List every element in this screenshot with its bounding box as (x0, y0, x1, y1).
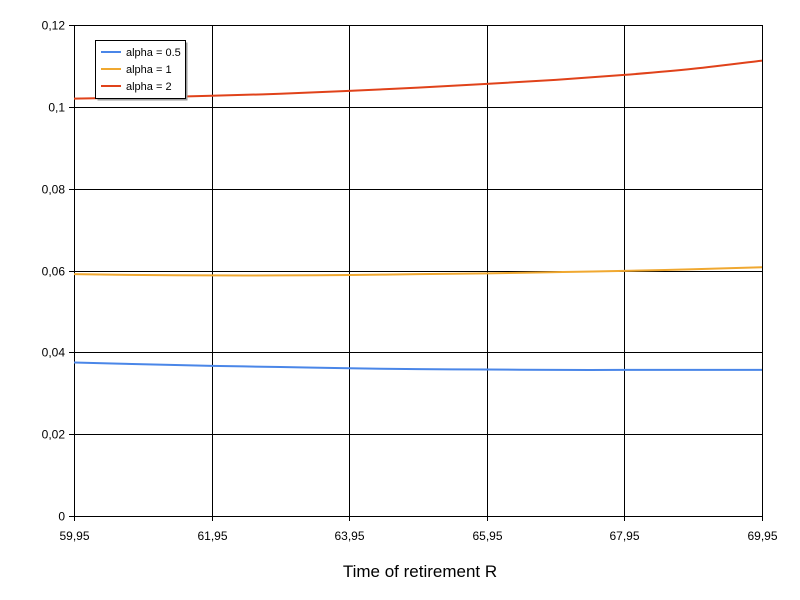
x-tick-label: 69,95 (747, 529, 777, 543)
legend-label: alpha = 1 (126, 64, 172, 76)
y-tick-label: 0,06 (42, 265, 66, 279)
x-tick-label: 65,95 (472, 529, 502, 543)
axes (69, 25, 763, 521)
series-line-3 (73, 59, 763, 100)
legend-label: alpha = 0.5 (126, 47, 181, 59)
series-lines (73, 59, 763, 371)
y-tick-label: 0 (58, 510, 65, 524)
y-tick-label: 0,04 (42, 346, 66, 360)
legend-label: alpha = 2 (126, 81, 172, 93)
gridlines (74, 25, 763, 517)
x-tick-label: 61,95 (197, 529, 227, 543)
y-tick-label: 0,1 (48, 101, 65, 115)
series-line-1 (73, 361, 762, 371)
x-axis-title: Time of retirement R (343, 562, 497, 581)
x-tick-label: 63,95 (334, 529, 364, 543)
legend: alpha = 0.5 alpha = 1 alpha = 2 (95, 40, 188, 101)
series-line-2 (73, 266, 763, 277)
y-tick-label: 0,02 (42, 428, 66, 442)
y-tick-label: 0,08 (42, 183, 66, 197)
x-tick-label: 59,95 (59, 529, 89, 543)
tick-labels: 0 0,02 0,04 0,06 0,08 0,1 0,12 59,95 61,95 63,95 6… (42, 19, 778, 544)
x-tick-label: 67,95 (609, 529, 639, 543)
y-tick-label: 0,12 (42, 19, 66, 33)
